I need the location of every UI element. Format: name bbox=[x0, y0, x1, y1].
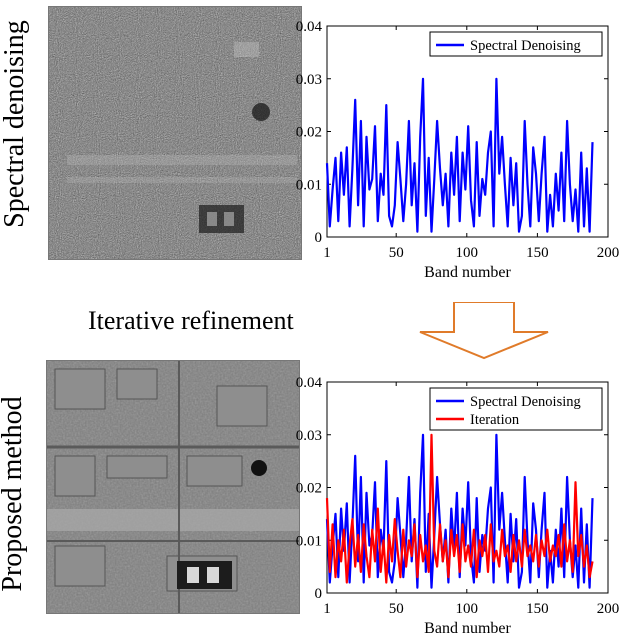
x-tick-label: 150 bbox=[526, 601, 549, 617]
legend-label: Iteration bbox=[470, 412, 520, 428]
iterative-refinement-label: Iterative refinement bbox=[88, 306, 294, 335]
y-tick-label: 0.02 bbox=[296, 481, 322, 497]
spectral-denoising-image bbox=[48, 6, 302, 260]
legend-label: Spectral Denoising bbox=[470, 38, 581, 54]
x-tick-label: 1 bbox=[323, 601, 331, 617]
arrow-shape bbox=[419, 302, 549, 360]
y-tick-label: 0.04 bbox=[296, 375, 323, 391]
x-tick-label: 50 bbox=[389, 245, 404, 261]
y-tick-label: 0.01 bbox=[296, 533, 322, 549]
y-tick-label: 0 bbox=[315, 586, 323, 602]
series-line-spectral-denoising bbox=[325, 77, 594, 233]
x-tick-label: 150 bbox=[526, 245, 549, 261]
x-tick-label: 100 bbox=[456, 601, 479, 617]
series-line-iteration bbox=[325, 433, 594, 584]
y-tick-label: 0.04 bbox=[296, 19, 323, 35]
y-tick-label: 0.03 bbox=[296, 428, 322, 444]
y-tick-label: 0.03 bbox=[296, 72, 322, 88]
y-tick-label: 0.01 bbox=[296, 177, 322, 193]
down-arrow-icon bbox=[419, 302, 549, 360]
x-axis-label: Band number bbox=[424, 264, 511, 281]
x-tick-label: 1 bbox=[323, 245, 331, 261]
y-tick-label: 0 bbox=[315, 230, 323, 246]
legend-box bbox=[429, 387, 603, 431]
proposed-method-image bbox=[46, 360, 300, 614]
x-axis-label: Band number bbox=[424, 620, 511, 637]
legend-label: Spectral Denoising bbox=[470, 394, 581, 410]
x-tick-label: 200 bbox=[597, 601, 620, 617]
y-tick-label: 0.02 bbox=[296, 125, 322, 141]
x-tick-label: 100 bbox=[456, 245, 479, 261]
x-tick-label: 200 bbox=[597, 245, 620, 261]
x-tick-label: 50 bbox=[389, 601, 404, 617]
